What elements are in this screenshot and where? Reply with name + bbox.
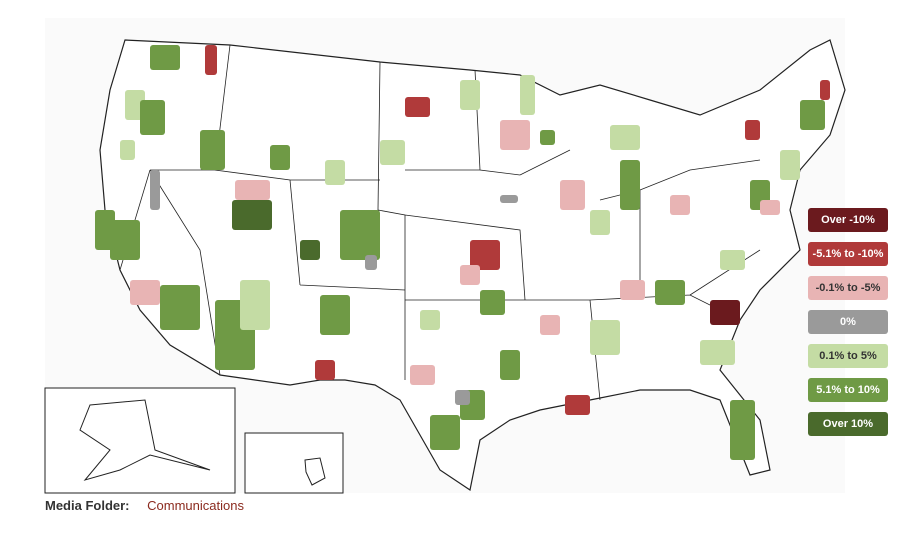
region-patch [405,97,430,117]
region-patch [205,45,217,75]
region-patch [560,180,585,210]
region-patch [655,280,685,305]
hawaii-shape [304,457,326,486]
region-patch [240,280,270,330]
region-patch [130,280,160,305]
alaska-shape [79,399,211,481]
footer: Media Folder: Communications [45,498,244,513]
region-patch [380,140,405,165]
region-patch [745,120,760,140]
region-patch [800,100,825,130]
region-patch [95,210,115,250]
region-patch [455,390,470,405]
region-patch [365,255,377,270]
region-patch [820,80,830,100]
region-patch [500,350,520,380]
region-patch [320,295,350,335]
legend-item: 0.1% to 5% [808,344,888,368]
region-patch [160,285,200,330]
region-patch [590,210,610,235]
region-patch [235,180,270,200]
region-patch [480,290,505,315]
legend-item: Over -10% [808,208,888,232]
region-patch [460,80,480,110]
region-patch [620,280,645,300]
region-patch [340,210,380,260]
region-patch [520,75,535,115]
region-patch [315,360,335,380]
region-patch [410,365,435,385]
region-patch [200,130,225,170]
region-patch [730,400,755,460]
region-patch [120,140,135,160]
region-patch [670,195,690,215]
region-patch [460,265,480,285]
legend-item: 0% [808,310,888,334]
region-patch [720,250,745,270]
patch-layer [95,45,830,460]
region-patch [420,310,440,330]
hawaii-inset [244,432,344,494]
region-patch [300,240,320,260]
region-patch [610,125,640,150]
region-patch [710,300,740,325]
region-patch [620,160,640,210]
communications-link[interactable]: Communications [147,498,244,513]
region-patch [140,100,165,135]
region-patch [540,315,560,335]
legend-item: 5.1% to 10% [808,378,888,402]
media-folder-label: Media Folder: [45,498,130,513]
region-patch [500,120,530,150]
region-patch [232,200,272,230]
legend-item: -0.1% to -5% [808,276,888,300]
region-patch [270,145,290,170]
region-patch [760,200,780,215]
region-patch [470,240,500,270]
region-patch [780,150,800,180]
region-patch [590,320,620,355]
region-patch [325,160,345,185]
legend-item: -5.1% to -10% [808,242,888,266]
region-patch [540,130,555,145]
region-patch [150,170,160,210]
region-patch [500,195,518,203]
region-patch [150,45,180,70]
region-patch [565,395,590,415]
region-patch [110,220,140,260]
legend-item: Over 10% [808,412,888,436]
region-patch [430,415,460,450]
state-lines [119,44,761,401]
region-patch [700,340,735,365]
